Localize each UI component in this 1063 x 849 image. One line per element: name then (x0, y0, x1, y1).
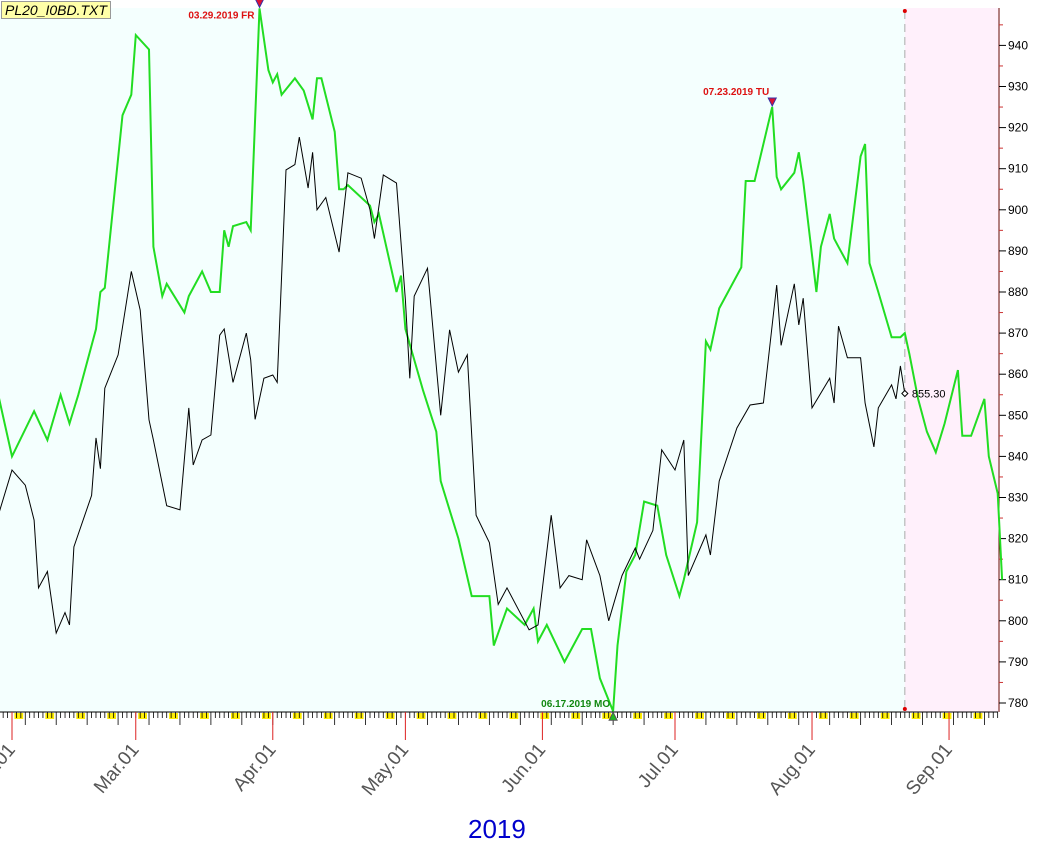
chart-title: PL20_I0BD.TXT (1, 1, 111, 19)
future-region (904, 8, 998, 712)
y-tick-label: 860 (1008, 367, 1028, 381)
y-tick-label: 790 (1008, 655, 1028, 669)
y-tick-label: 940 (1008, 38, 1028, 52)
low-annotation-label: 06.17.2019 MO (541, 699, 610, 710)
black-series-line (0, 137, 906, 635)
y-tick-label: 810 (1008, 573, 1028, 587)
x-tick-label: Sep.01 (902, 740, 957, 800)
y-tick-label: 840 (1008, 449, 1028, 463)
y-tick-label: 870 (1008, 326, 1028, 340)
x-tick-label: Feb.01 (0, 740, 20, 799)
year-label: 2019 (468, 814, 526, 844)
last-value-label: 855.30 (912, 389, 946, 401)
last-value-diamond-icon (901, 389, 909, 398)
green-series-line (0, 8, 1004, 712)
x-tick-label: Mar.01 (90, 740, 143, 798)
high-arrow-icon (255, 0, 264, 9)
y-tick-label: 830 (1008, 491, 1028, 505)
y-tick-label: 850 (1008, 408, 1028, 422)
y-tick-label: 920 (1008, 121, 1028, 135)
y-tick-label: 930 (1008, 80, 1028, 94)
divider-marker-bottom (902, 707, 907, 711)
y-tick-label: 910 (1008, 162, 1028, 176)
high-annotation-label: 03.29.2019 FR (188, 10, 255, 21)
low-arrow-icon (608, 711, 618, 721)
y-tick-label: 890 (1008, 244, 1028, 258)
y-tick-label: 880 (1008, 285, 1028, 299)
y-tick-label: 780 (1008, 696, 1028, 710)
y-tick-label: 800 (1008, 614, 1028, 628)
y-tick-label: 820 (1008, 532, 1028, 546)
high-annotation-label: 07.23.2019 TU (703, 87, 769, 98)
plot-background (0, 8, 905, 712)
x-tick-label: Jun.01 (497, 740, 550, 797)
divider-marker-top (902, 9, 907, 13)
y-tick-label: 900 (1008, 203, 1028, 217)
x-tick-label: Jul.01 (634, 740, 683, 792)
x-tick-label: Apr.01 (229, 740, 280, 796)
high-arrow-icon (767, 97, 778, 108)
x-tick-label: May.01 (358, 740, 413, 800)
x-tick-label: Aug.01 (765, 740, 820, 800)
